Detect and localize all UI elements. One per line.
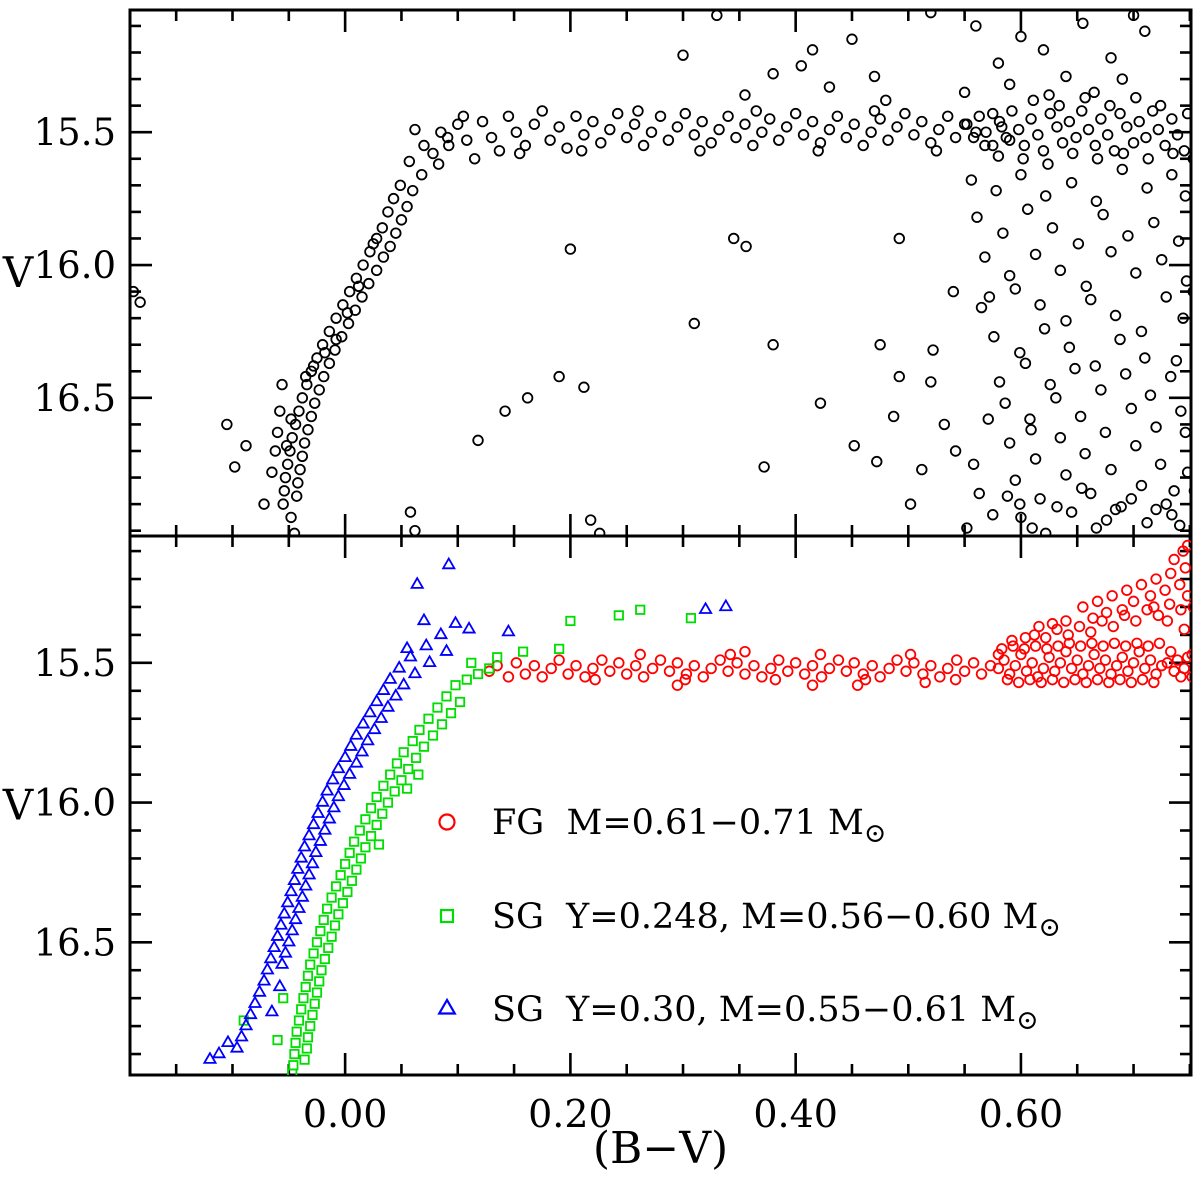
series-all-stars bbox=[130, 10, 1191, 536]
y-tick-label: 16.5 bbox=[34, 921, 116, 964]
x-axis-title: (B−V) bbox=[593, 1123, 728, 1174]
x-tick-label: 0.20 bbox=[528, 1092, 613, 1136]
x-tick-label: 0.40 bbox=[753, 1092, 838, 1136]
legend-label-0: FG M=0.61−0.71 M⊙ bbox=[492, 803, 886, 849]
series-fg-m-0-61-0-71 bbox=[483, 539, 1191, 691]
x-tick-label: 0.60 bbox=[979, 1092, 1064, 1136]
legend-marker-triangle-icon bbox=[437, 997, 457, 1015]
legend-label-2: SG Y=0.30, M=0.55−0.61 M⊙ bbox=[492, 990, 1039, 1036]
legend-marker-square-icon bbox=[439, 908, 455, 924]
x-tick-label: 0.00 bbox=[303, 1092, 388, 1136]
y-tick-label: 16.0 bbox=[34, 782, 116, 825]
series-sg-y-0-248 bbox=[238, 604, 697, 1075]
panel-border-bottom bbox=[128, 534, 1193, 1077]
axis-ticks-bottom bbox=[130, 536, 1192, 1075]
y-tick-label: 15.5 bbox=[34, 642, 116, 685]
legend-marker-circle-icon bbox=[438, 813, 456, 831]
y-tick-label: 15.5 bbox=[34, 111, 116, 154]
series-sg-y-0-30 bbox=[202, 556, 734, 1064]
y-axis-title: V bbox=[2, 248, 34, 297]
legend-label-1: SG Y=0.248, M=0.56−0.60 M⊙ bbox=[492, 897, 1061, 943]
y-tick-label: 16.0 bbox=[34, 244, 116, 287]
y-tick-label: 16.5 bbox=[34, 377, 116, 420]
y-axis-title: V bbox=[2, 781, 34, 830]
